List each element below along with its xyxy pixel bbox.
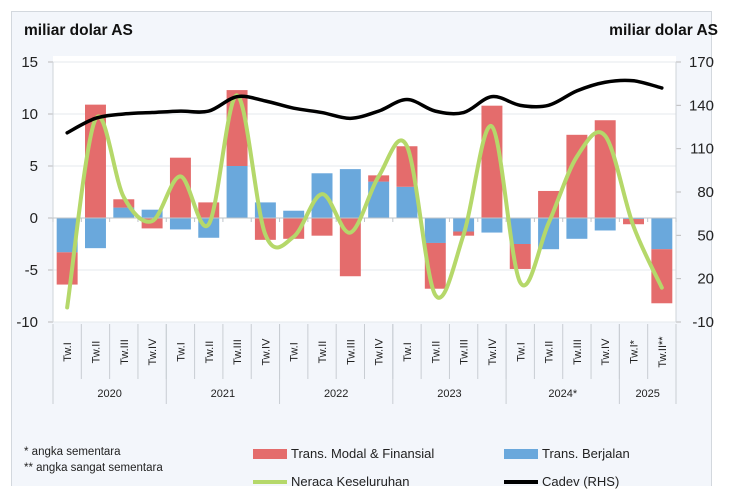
- x-tick-label: Tw.IV: [600, 338, 612, 366]
- legend-label-berjalan: Trans. Berjalan: [542, 446, 630, 461]
- year-label: 2025: [635, 388, 659, 400]
- right-tick-label: 20: [697, 271, 714, 288]
- x-tick-label: Tw.III: [459, 339, 471, 365]
- year-label: 2021: [211, 388, 235, 400]
- legend-item-modal: Trans. Modal & Finansial: [253, 446, 434, 461]
- x-tick-label: Tw.II: [317, 341, 329, 364]
- x-tick-label: Tw.I*: [629, 339, 641, 364]
- legend-item-berjalan: Trans. Berjalan: [504, 446, 630, 461]
- bar-trans-berjalan: [227, 166, 248, 218]
- year-label: 2023: [437, 388, 461, 400]
- left-tick-label: 5: [30, 158, 38, 175]
- bar-trans-berjalan: [85, 218, 106, 248]
- footnote-very-provisional: ** angka sangat sementara: [24, 462, 163, 474]
- x-tick-label: Tw.I: [62, 342, 74, 362]
- x-tick-label: Tw.III: [572, 339, 584, 365]
- year-label: 2022: [324, 388, 348, 400]
- legend-swatch-neraca: [253, 480, 287, 484]
- right-tick-label: -10: [692, 314, 714, 331]
- left-tick-label: 10: [21, 106, 38, 123]
- left-tick-label: 15: [21, 54, 38, 71]
- legend-item-neraca: Neraca Keseluruhan: [253, 474, 410, 489]
- x-tick-label: Tw.III: [232, 339, 244, 365]
- x-tick-label: Tw.IV: [147, 338, 159, 366]
- x-tick-label: Tw.II: [204, 341, 216, 364]
- x-tick-label: Tw.I: [289, 342, 301, 362]
- x-tick-label: Tw.IV: [487, 338, 499, 366]
- right-tick-label: 50: [697, 227, 714, 244]
- left-tick-label: -5: [25, 262, 38, 279]
- x-tick-label: Tw.IV: [374, 338, 386, 366]
- x-tick-label: Tw.III: [345, 339, 357, 365]
- x-tick-label: Tw.IV: [260, 338, 272, 366]
- right-tick-label: 170: [689, 54, 714, 71]
- bar-trans-berjalan: [595, 218, 616, 230]
- right-tick-label: 80: [697, 184, 714, 201]
- bar-trans-berjalan: [283, 211, 304, 218]
- bar-trans-berjalan: [481, 218, 502, 233]
- x-tick-label: Tw.II: [430, 341, 442, 364]
- legend-swatch-cadev: [504, 480, 538, 484]
- bar-trans-berjalan: [425, 218, 446, 243]
- right-tick-label: 110: [690, 141, 714, 158]
- year-label: 2024*: [548, 388, 577, 400]
- footnote-provisional: * angka sementara: [24, 446, 121, 458]
- bar-trans-berjalan: [396, 187, 417, 218]
- left-tick-label: -10: [16, 314, 38, 331]
- x-tick-label: Tw.II: [90, 341, 102, 364]
- x-tick-label: Tw.I: [515, 342, 527, 362]
- bar-trans-modal-finansial: [312, 218, 333, 236]
- legend-label-modal: Trans. Modal & Finansial: [291, 446, 434, 461]
- legend-label-neraca: Neraca Keseluruhan: [291, 474, 410, 489]
- legend-label-cadev: Cadev (RHS): [542, 474, 619, 489]
- x-tick-label: Tw.II**: [657, 336, 669, 368]
- bar-trans-berjalan: [170, 218, 191, 229]
- left-tick-label: 0: [30, 210, 38, 227]
- year-label: 2020: [97, 388, 121, 400]
- x-tick-label: Tw.I: [175, 342, 187, 362]
- right-tick-label: 140: [689, 97, 714, 114]
- bar-trans-berjalan: [566, 218, 587, 239]
- legend-swatch-modal: [253, 449, 287, 459]
- x-tick-label: Tw.III: [119, 339, 131, 365]
- bar-trans-berjalan: [651, 218, 672, 249]
- legend-item-cadev: Cadev (RHS): [504, 474, 619, 489]
- x-tick-label: Tw.I: [402, 342, 414, 362]
- x-tick-label: Tw.II: [544, 341, 556, 364]
- legend-swatch-berjalan: [504, 449, 538, 459]
- bar-trans-berjalan: [340, 169, 361, 218]
